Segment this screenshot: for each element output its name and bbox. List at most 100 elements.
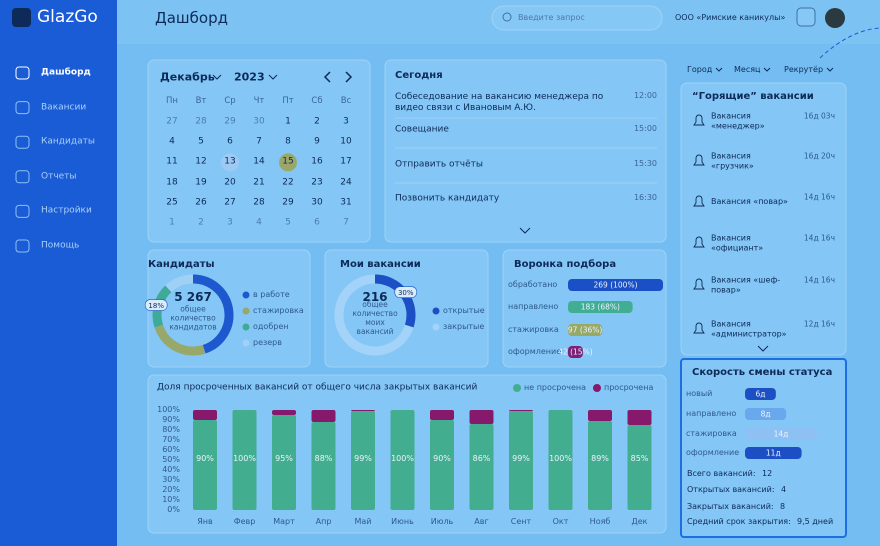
day[interactable]: 1: [169, 217, 175, 228]
value-label: 183 (68%): [580, 302, 620, 312]
month-dropdown[interactable]: [212, 74, 222, 80]
card-title: Кандидаты: [148, 259, 215, 270]
day[interactable]: 28: [253, 197, 265, 208]
x-tick-label: Февр: [233, 517, 256, 527]
decor-arrow: [819, 27, 880, 59]
stat-label: Всего вакансий:: [687, 469, 756, 479]
day[interactable]: 11: [166, 156, 178, 167]
day[interactable]: 4: [169, 136, 175, 147]
day[interactable]: 22: [282, 177, 294, 188]
day[interactable]: 17: [340, 156, 352, 167]
day[interactable]: 2: [198, 217, 204, 228]
bar-segment: [193, 410, 217, 420]
value-label: 6д: [755, 389, 766, 399]
event-text: Отправить отчёты: [395, 159, 483, 170]
day[interactable]: 27: [224, 197, 236, 208]
menu-item[interactable]: Вакансии: [41, 102, 87, 113]
day[interactable]: 12: [195, 156, 207, 167]
vacancy-time: 16д 03ч: [803, 111, 835, 121]
event-time: 16:30: [633, 193, 657, 203]
value-label: 100%: [549, 454, 572, 464]
vacancy-name[interactable]: Вакансия «грузчик»: [711, 151, 754, 170]
menu-item[interactable]: Настройки: [41, 205, 92, 216]
search-placeholder[interactable]: Введите запрос: [518, 13, 585, 23]
legend-label: открытые: [443, 306, 485, 316]
day[interactable]: 23: [311, 177, 323, 188]
menu-item[interactable]: Помощь: [41, 240, 80, 251]
menu-item[interactable]: Кандидаты: [41, 136, 95, 147]
day[interactable]: 25: [166, 197, 178, 208]
card-title: Скорость смены статуса: [692, 367, 833, 378]
day[interactable]: 5: [198, 136, 204, 147]
day[interactable]: 29: [224, 116, 236, 127]
search-box[interactable]: [491, 5, 663, 31]
more-hot[interactable]: [757, 345, 769, 352]
day[interactable]: 30: [253, 116, 265, 127]
vacancy-name[interactable]: Вакансия «менеджер»: [711, 111, 765, 130]
day[interactable]: 5: [285, 217, 291, 228]
day[interactable]: 8: [285, 136, 291, 147]
more-events[interactable]: [519, 227, 531, 234]
day[interactable]: 30: [311, 197, 323, 208]
menu-icon: [15, 101, 30, 115]
today-marker: [221, 153, 239, 172]
bar-segment: [469, 424, 494, 510]
bell-button[interactable]: [796, 7, 816, 27]
day[interactable]: 19: [195, 177, 207, 188]
legend-dot: [513, 384, 521, 392]
filter[interactable]: Рекрутёр: [784, 65, 824, 75]
day[interactable]: 3: [343, 116, 349, 127]
day[interactable]: 27: [166, 116, 178, 127]
bell-icon: [693, 322, 705, 334]
day[interactable]: 1: [285, 116, 291, 127]
y-tick-label: 0%: [167, 505, 180, 515]
day[interactable]: 15: [282, 156, 294, 167]
day[interactable]: 6: [227, 136, 233, 147]
day[interactable]: 7: [256, 136, 262, 147]
day[interactable]: 18: [166, 177, 178, 188]
menu-item[interactable]: Отчеты: [41, 171, 77, 182]
stat-label: Закрытых вакансий:: [687, 502, 774, 512]
bar-category: обработано: [508, 280, 558, 290]
value-label: 89%: [591, 454, 609, 464]
next-month[interactable]: [345, 71, 353, 83]
prev-month[interactable]: [323, 71, 331, 83]
card-title: Мои вакансии: [340, 259, 421, 270]
year-dropdown[interactable]: [268, 74, 278, 80]
vacancy-time: 14д 16ч: [803, 275, 835, 285]
day[interactable]: 20: [224, 177, 236, 188]
day[interactable]: 29: [282, 197, 294, 208]
vacancy-name[interactable]: Вакансия «официант»: [711, 233, 764, 252]
filter[interactable]: Город: [687, 65, 713, 75]
day[interactable]: 6: [314, 217, 320, 228]
day[interactable]: 14: [253, 156, 265, 167]
bar-category: оформление: [686, 448, 740, 458]
vacancy-name[interactable]: Вакансия «повар»: [711, 197, 788, 207]
bar-segment: [588, 410, 612, 421]
vacancy-name[interactable]: Вакансия «администратор»: [711, 319, 787, 338]
day[interactable]: 13: [224, 156, 236, 167]
day[interactable]: 16: [311, 156, 323, 167]
legend-label: резерв: [253, 338, 282, 348]
day[interactable]: 7: [343, 217, 349, 228]
day[interactable]: 28: [195, 116, 207, 127]
day[interactable]: 26: [195, 197, 207, 208]
day[interactable]: 4: [256, 217, 262, 228]
avatar[interactable]: [825, 8, 845, 28]
menu-item[interactable]: Дашборд: [41, 67, 91, 78]
legend-dot: [242, 291, 250, 299]
vacancy-name[interactable]: Вакансия «шеф-повар»: [711, 275, 781, 294]
bar-category: направлено: [686, 409, 737, 419]
day[interactable]: 24: [340, 177, 352, 188]
day[interactable]: 10: [340, 136, 352, 147]
bar: [568, 346, 583, 358]
day[interactable]: 3: [227, 217, 233, 228]
day[interactable]: 21: [253, 177, 265, 188]
day[interactable]: 9: [314, 136, 320, 147]
bar-segment: [430, 410, 454, 420]
weekday: Ср: [224, 95, 236, 106]
day[interactable]: 2: [314, 116, 320, 127]
day[interactable]: 31: [340, 197, 352, 208]
filter[interactable]: Месяц: [734, 65, 761, 75]
page-title: Дашборд: [155, 9, 228, 27]
